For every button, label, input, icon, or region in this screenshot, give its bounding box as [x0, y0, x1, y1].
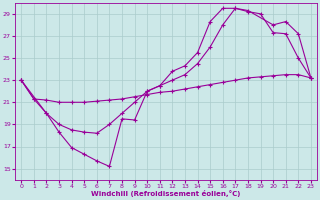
X-axis label: Windchill (Refroidissement éolien,°C): Windchill (Refroidissement éolien,°C) [92, 190, 241, 197]
